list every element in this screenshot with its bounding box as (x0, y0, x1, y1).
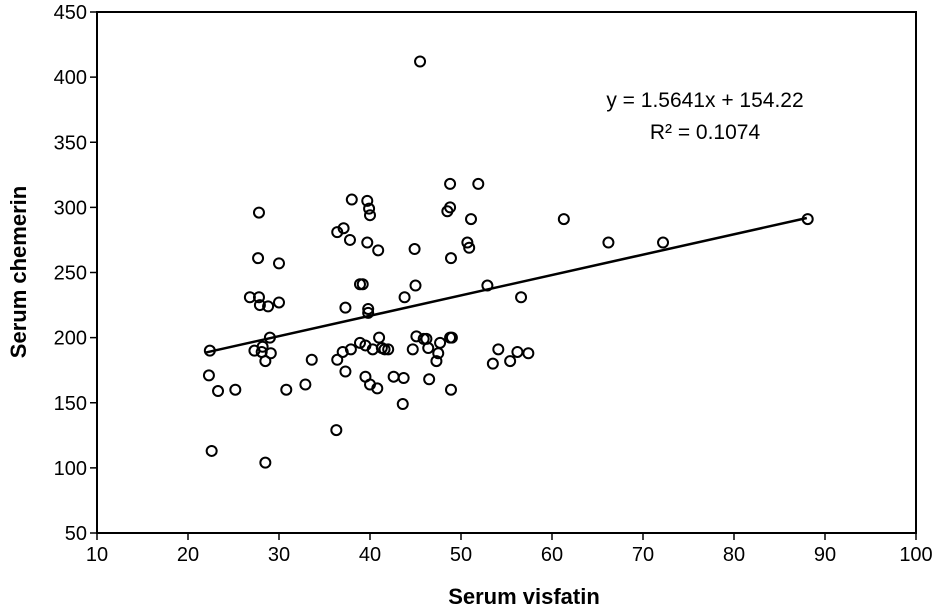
point (356, 278, 369, 291)
point (264, 347, 277, 360)
point (229, 383, 242, 396)
point (396, 398, 409, 411)
point (463, 241, 476, 254)
x-tick-label: 20 (177, 544, 199, 566)
y-tick-label: 400 (54, 67, 87, 89)
point (387, 370, 400, 383)
point (339, 301, 352, 314)
point (557, 213, 570, 226)
point (434, 336, 447, 349)
point (361, 194, 374, 207)
point (461, 236, 474, 249)
x-tick-label: 40 (359, 544, 381, 566)
point (256, 340, 269, 353)
point (273, 257, 285, 270)
point (339, 365, 352, 378)
point (331, 353, 344, 366)
point (205, 444, 218, 457)
point (492, 343, 505, 356)
point (344, 343, 357, 356)
y-tick-label: 100 (54, 458, 87, 480)
point (515, 291, 528, 304)
point (252, 252, 265, 265)
y-tick-label: 450 (54, 2, 87, 24)
point (406, 343, 419, 356)
y-axis-title: Serum chemerin (6, 186, 31, 358)
point (430, 355, 443, 368)
point (280, 383, 293, 396)
point (408, 243, 421, 256)
y-tick-label: 250 (54, 263, 87, 285)
point (299, 378, 312, 391)
x-tick-label: 60 (541, 544, 563, 566)
point (504, 355, 517, 368)
point (444, 383, 457, 396)
trend-line (205, 216, 808, 354)
x-tick-label: 50 (450, 544, 472, 566)
point (252, 206, 265, 219)
point (398, 291, 411, 304)
x-tick-label: 10 (86, 544, 108, 566)
point (522, 347, 535, 360)
point (372, 244, 385, 257)
point (422, 342, 435, 355)
point (472, 177, 485, 190)
point (362, 306, 375, 319)
point (212, 385, 225, 398)
point (382, 343, 395, 356)
point (343, 233, 356, 246)
y-tick-label: 200 (54, 328, 87, 350)
point (336, 345, 349, 358)
point (445, 331, 458, 344)
point (409, 279, 422, 292)
point (423, 373, 436, 386)
point (444, 177, 457, 190)
x-tick-label: 80 (723, 544, 745, 566)
x-axis-title: Serum visfatin (448, 584, 600, 609)
point (414, 55, 427, 68)
y-tick-label: 300 (54, 197, 87, 219)
x-tick-label: 30 (268, 544, 290, 566)
point (273, 296, 285, 309)
point (259, 456, 272, 469)
point (253, 299, 266, 312)
point (444, 252, 457, 265)
equation: y = 1.5641x + 154.22 (606, 89, 803, 112)
y-tick-label: 150 (54, 393, 87, 415)
point (362, 302, 375, 315)
point (363, 202, 376, 215)
point (305, 353, 318, 366)
point (361, 236, 374, 249)
x-tick-label: 100 (899, 544, 932, 566)
point (259, 355, 272, 368)
y-tick-label: 350 (54, 132, 87, 154)
r-squared: R² = 0.1074 (650, 121, 761, 144)
point (465, 213, 478, 226)
point (444, 201, 457, 214)
x-tick-label: 90 (814, 544, 836, 566)
point (371, 382, 384, 395)
point (602, 236, 615, 249)
point (511, 345, 524, 358)
point (657, 236, 670, 249)
point (337, 222, 350, 235)
point (397, 372, 410, 385)
point (345, 193, 358, 206)
point (373, 331, 386, 344)
point (252, 291, 265, 304)
point (330, 424, 343, 437)
x-tick-label: 70 (632, 544, 654, 566)
point (486, 357, 499, 370)
point (262, 300, 275, 313)
point (364, 209, 376, 222)
point (378, 343, 391, 356)
y-tick-label: 50 (65, 523, 87, 545)
point (202, 369, 215, 382)
